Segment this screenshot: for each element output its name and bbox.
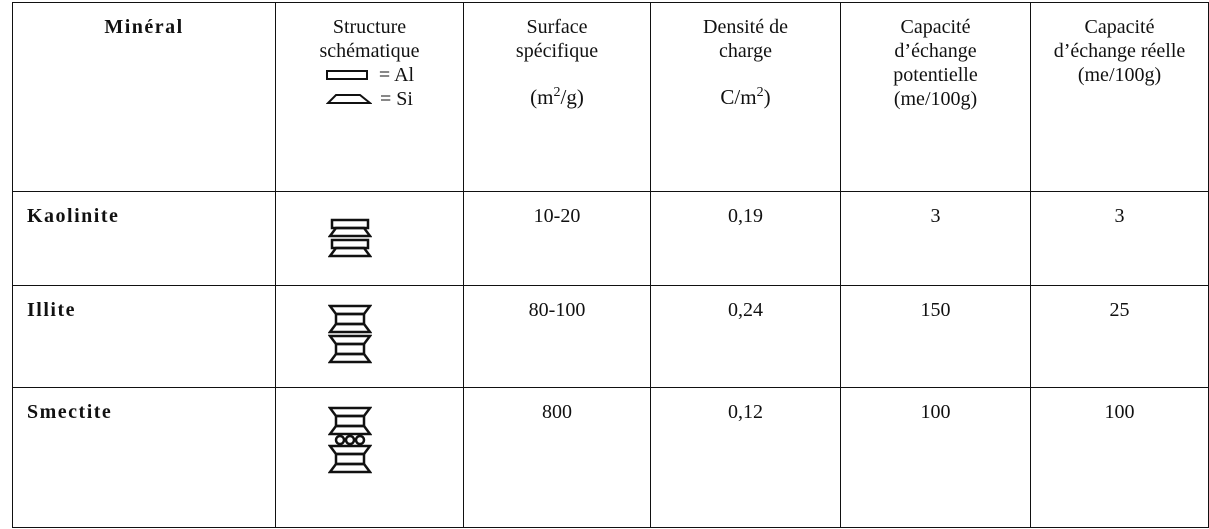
cell: 25: [1030, 285, 1209, 388]
cell: Smectite: [12, 387, 276, 528]
legend-text: = Si: [380, 88, 413, 110]
header-text: charge: [719, 40, 772, 62]
header-row: Minéral Structure schématique = Al = Si …: [12, 2, 1209, 192]
header-unit: C/m2): [655, 85, 836, 109]
legend-al: = Al: [280, 63, 459, 87]
header-text: d’échange: [894, 40, 977, 62]
header-text: Structure: [332, 16, 407, 38]
header-text: Densité de: [703, 16, 788, 38]
unit-part: ): [763, 85, 771, 109]
header-text: potentielle: [893, 64, 978, 86]
header-text: (me/100g): [893, 88, 978, 110]
cell: 10-20: [463, 191, 651, 286]
cell: 80-100: [463, 285, 651, 388]
header-cell: Capacité d’échange potentielle (me/100g): [840, 2, 1031, 192]
header-cell: Minéral: [12, 2, 276, 192]
header-cell: Capacité d’échange réelle (me/100g): [1030, 2, 1209, 192]
header-unit: (m2/g): [468, 85, 646, 109]
cell: [275, 285, 464, 388]
header-cell: Surface spécifique (m2/g): [463, 2, 651, 192]
cell: 800: [463, 387, 651, 528]
header-text: (me/100g): [1077, 64, 1162, 86]
cell: 0,19: [650, 191, 841, 286]
cell: Kaolinite: [12, 191, 276, 286]
cell: [275, 191, 464, 286]
header-cell: Densité de charge C/m2): [650, 2, 841, 192]
cell: Illite: [12, 285, 276, 388]
cell: 150: [840, 285, 1031, 388]
illite-structure: [327, 304, 372, 364]
unit-part: (m: [530, 85, 554, 109]
clay-table: Minéral Structure schématique = Al = Si …: [12, 2, 1209, 528]
al-icon: [325, 70, 368, 80]
row: Kaolinite 10-20 0,19 3 3: [12, 191, 1209, 286]
header-text: Surface: [526, 16, 588, 38]
cell: 100: [1030, 387, 1209, 528]
cell: 0,24: [650, 285, 841, 388]
unit-part: /g): [560, 85, 584, 109]
row: Illite 80-100 0,24 150 25: [12, 285, 1209, 388]
header-text: spécifique: [515, 40, 599, 62]
unit-part: 2: [756, 85, 764, 100]
cell: 100: [840, 387, 1031, 528]
header-text: Minéral: [104, 16, 184, 38]
header-text: schématique: [319, 40, 420, 62]
header-text: d’échange réelle: [1053, 40, 1186, 62]
unit-part: 2: [553, 85, 561, 100]
header-text: Capacité: [900, 16, 971, 38]
cell: 0,12: [650, 387, 841, 528]
si-icon: [326, 94, 373, 104]
unit-part: C/m: [720, 85, 757, 109]
smectite-structure: [327, 406, 372, 474]
legend-si: = Si: [280, 87, 459, 111]
row: Smectite 800 0,12 100 100: [12, 387, 1209, 528]
kaolinite-structure: [327, 218, 372, 258]
cell: [275, 387, 464, 528]
cell: 3: [840, 191, 1031, 286]
header-text: Capacité: [1084, 16, 1155, 38]
header-cell: Structure schématique = Al = Si: [275, 2, 464, 192]
legend-text: = Al: [378, 64, 415, 86]
cell: 3: [1030, 191, 1209, 286]
